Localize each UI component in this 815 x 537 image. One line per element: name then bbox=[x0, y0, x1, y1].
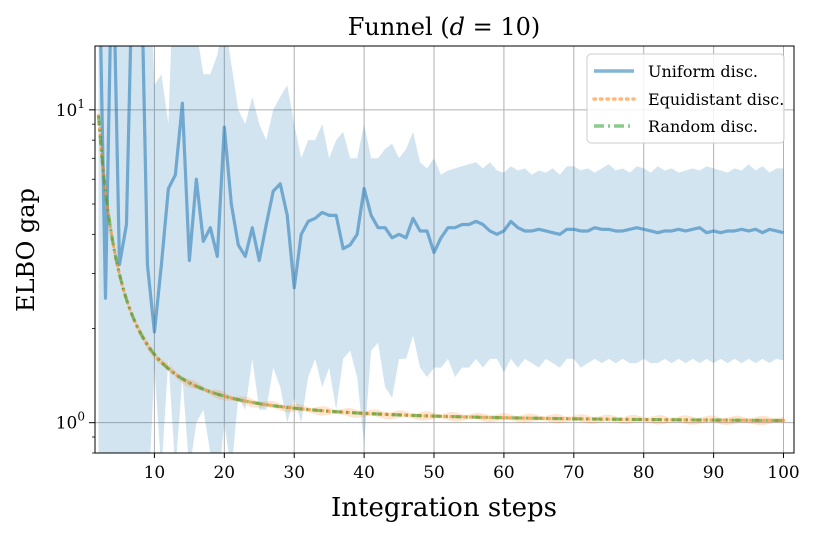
x-tick-label: 50 bbox=[423, 463, 445, 483]
legend-label-random: Random disc. bbox=[648, 117, 758, 136]
random-line bbox=[96, 115, 784, 423]
legend: Uniform disc. Equidistant disc. Random d… bbox=[586, 53, 785, 144]
legend-label-uniform: Uniform disc. bbox=[648, 62, 758, 81]
x-axis-label: Integration steps bbox=[331, 493, 557, 523]
y-axis-label: ELBO gap bbox=[12, 188, 40, 312]
plot-area bbox=[96, 46, 786, 453]
x-tick-label: 20 bbox=[213, 463, 235, 483]
uniform-line bbox=[99, 46, 784, 334]
axis-ticks: 10 20 30 40 50 60 70 80 90 100 100 101 bbox=[56, 97, 800, 483]
legend-box bbox=[586, 53, 785, 144]
y-tick-label: 101 bbox=[56, 97, 85, 121]
x-tick-label: 90 bbox=[703, 463, 725, 483]
chart-title: Funnel (d = 10) bbox=[348, 13, 541, 41]
plot-frame bbox=[94, 45, 795, 454]
uniform-band bbox=[98, 46, 784, 453]
x-tick-label: 100 bbox=[767, 463, 799, 483]
x-tick-label: 10 bbox=[144, 463, 166, 483]
x-tick-label: 30 bbox=[283, 463, 305, 483]
x-tick-label: 80 bbox=[633, 463, 655, 483]
legend-label-equidistant: Equidistant disc. bbox=[648, 90, 784, 109]
y-tick-label: 100 bbox=[56, 410, 85, 434]
x-tick-label: 60 bbox=[493, 463, 515, 483]
x-tick-label: 70 bbox=[563, 463, 585, 483]
x-tick-label: 40 bbox=[353, 463, 375, 483]
